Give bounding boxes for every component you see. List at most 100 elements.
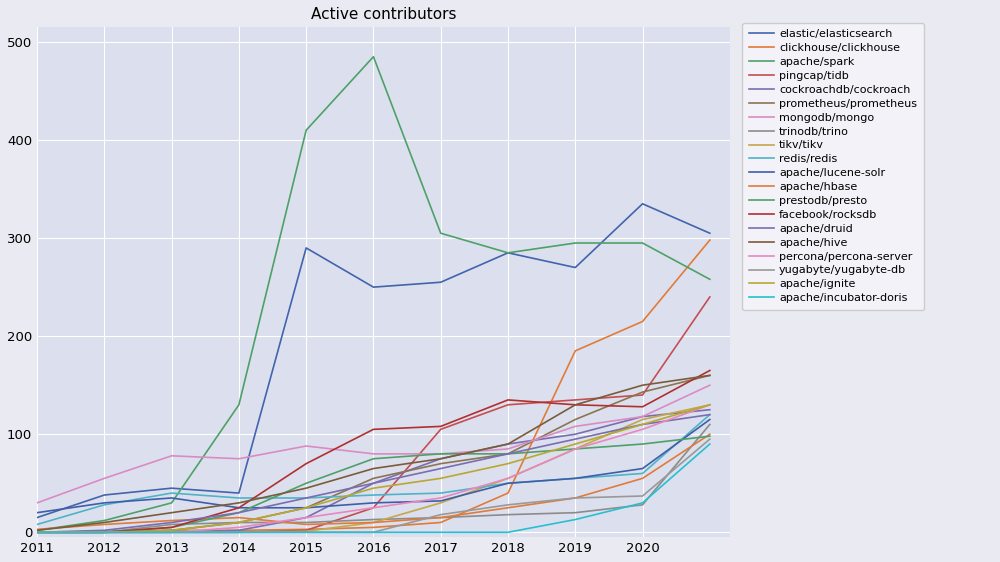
apache/druid bbox=[704, 411, 716, 418]
apache/lucene-solr bbox=[98, 500, 110, 506]
pingcap/tidb bbox=[31, 529, 43, 536]
redis/redis bbox=[569, 475, 581, 482]
apache/lucene-solr bbox=[502, 480, 514, 487]
apache/incubator-doris bbox=[166, 529, 178, 536]
mongodb/mongo bbox=[300, 443, 312, 450]
elastic/elasticsearch bbox=[367, 284, 379, 291]
redis/redis bbox=[367, 492, 379, 498]
cockroachdb/cockroach bbox=[166, 529, 178, 536]
elastic/elasticsearch bbox=[435, 279, 447, 285]
percona/percona-server bbox=[502, 475, 514, 482]
yugabyte/yugabyte-db bbox=[637, 493, 649, 500]
Line: apache/druid: apache/druid bbox=[37, 415, 710, 532]
redis/redis bbox=[233, 495, 245, 501]
apache/spark bbox=[569, 239, 581, 246]
clickhouse/clickhouse bbox=[233, 527, 245, 534]
cockroachdb/cockroach bbox=[31, 529, 43, 536]
apache/ignite bbox=[233, 519, 245, 526]
facebook/rocksdb bbox=[502, 397, 514, 404]
Line: apache/hive: apache/hive bbox=[37, 375, 710, 531]
apache/hive bbox=[166, 509, 178, 516]
apache/lucene-solr bbox=[233, 505, 245, 511]
percona/percona-server bbox=[233, 524, 245, 531]
apache/lucene-solr bbox=[704, 416, 716, 423]
apache/druid bbox=[367, 480, 379, 487]
apache/incubator-doris bbox=[31, 529, 43, 536]
apache/druid bbox=[569, 436, 581, 442]
mongodb/mongo bbox=[166, 452, 178, 459]
clickhouse/clickhouse bbox=[31, 529, 43, 536]
apache/hbase bbox=[367, 519, 379, 526]
percona/percona-server bbox=[300, 514, 312, 521]
apache/druid bbox=[435, 465, 447, 472]
yugabyte/yugabyte-db bbox=[569, 495, 581, 501]
clickhouse/clickhouse bbox=[502, 490, 514, 496]
apache/druid bbox=[637, 421, 649, 428]
yugabyte/yugabyte-db bbox=[367, 529, 379, 536]
mongodb/mongo bbox=[704, 382, 716, 388]
apache/hive bbox=[233, 500, 245, 506]
Legend: elastic/elasticsearch, clickhouse/clickhouse, apache/spark, pingcap/tidb, cockro: elastic/elasticsearch, clickhouse/clickh… bbox=[742, 22, 924, 310]
apache/hbase bbox=[31, 526, 43, 533]
prestodb/presto bbox=[233, 509, 245, 516]
apache/ignite bbox=[569, 441, 581, 447]
percona/percona-server bbox=[98, 529, 110, 536]
apache/ignite bbox=[300, 505, 312, 511]
prestodb/presto bbox=[435, 451, 447, 457]
prometheus/prometheus bbox=[367, 475, 379, 482]
mongodb/mongo bbox=[233, 455, 245, 462]
yugabyte/yugabyte-db bbox=[704, 436, 716, 442]
elastic/elasticsearch bbox=[233, 490, 245, 496]
tikv/tikv bbox=[98, 529, 110, 536]
percona/percona-server bbox=[31, 529, 43, 536]
prometheus/prometheus bbox=[166, 527, 178, 534]
apache/spark bbox=[367, 53, 379, 60]
Line: apache/spark: apache/spark bbox=[37, 57, 710, 531]
tikv/tikv bbox=[166, 529, 178, 536]
tikv/tikv bbox=[367, 519, 379, 526]
facebook/rocksdb bbox=[367, 426, 379, 433]
tikv/tikv bbox=[300, 528, 312, 534]
yugabyte/yugabyte-db bbox=[31, 529, 43, 536]
apache/hive bbox=[367, 465, 379, 472]
apache/incubator-doris bbox=[435, 529, 447, 536]
apache/incubator-doris bbox=[300, 529, 312, 536]
Line: prometheus/prometheus: prometheus/prometheus bbox=[37, 375, 710, 532]
prestodb/presto bbox=[569, 446, 581, 452]
cockroachdb/cockroach bbox=[435, 455, 447, 462]
Line: cockroachdb/cockroach: cockroachdb/cockroach bbox=[37, 410, 710, 532]
apache/incubator-doris bbox=[569, 516, 581, 523]
apache/hbase bbox=[300, 521, 312, 528]
facebook/rocksdb bbox=[637, 404, 649, 410]
mongodb/mongo bbox=[367, 451, 379, 457]
apache/incubator-doris bbox=[233, 529, 245, 536]
mongodb/mongo bbox=[435, 451, 447, 457]
trinodb/trino bbox=[31, 529, 43, 536]
clickhouse/clickhouse bbox=[98, 528, 110, 534]
facebook/rocksdb bbox=[166, 524, 178, 531]
Line: mongodb/mongo: mongodb/mongo bbox=[37, 385, 710, 503]
apache/lucene-solr bbox=[569, 475, 581, 482]
apache/spark bbox=[31, 527, 43, 534]
trinodb/trino bbox=[98, 529, 110, 536]
prometheus/prometheus bbox=[233, 519, 245, 526]
prestodb/presto bbox=[166, 524, 178, 531]
apache/ignite bbox=[31, 529, 43, 536]
Line: apache/hbase: apache/hbase bbox=[37, 434, 710, 529]
apache/spark bbox=[637, 239, 649, 246]
clickhouse/clickhouse bbox=[435, 519, 447, 526]
Line: trinodb/trino: trinodb/trino bbox=[37, 424, 710, 532]
trinodb/trino bbox=[233, 519, 245, 526]
apache/incubator-doris bbox=[367, 529, 379, 536]
pingcap/tidb bbox=[704, 293, 716, 300]
yugabyte/yugabyte-db bbox=[233, 529, 245, 536]
facebook/rocksdb bbox=[31, 529, 43, 536]
tikv/tikv bbox=[31, 529, 43, 536]
tikv/tikv bbox=[569, 446, 581, 452]
prestodb/presto bbox=[98, 529, 110, 536]
clickhouse/clickhouse bbox=[300, 526, 312, 533]
elastic/elasticsearch bbox=[300, 244, 312, 251]
Line: redis/redis: redis/redis bbox=[37, 415, 710, 524]
cockroachdb/cockroach bbox=[569, 431, 581, 438]
prometheus/prometheus bbox=[637, 389, 649, 396]
